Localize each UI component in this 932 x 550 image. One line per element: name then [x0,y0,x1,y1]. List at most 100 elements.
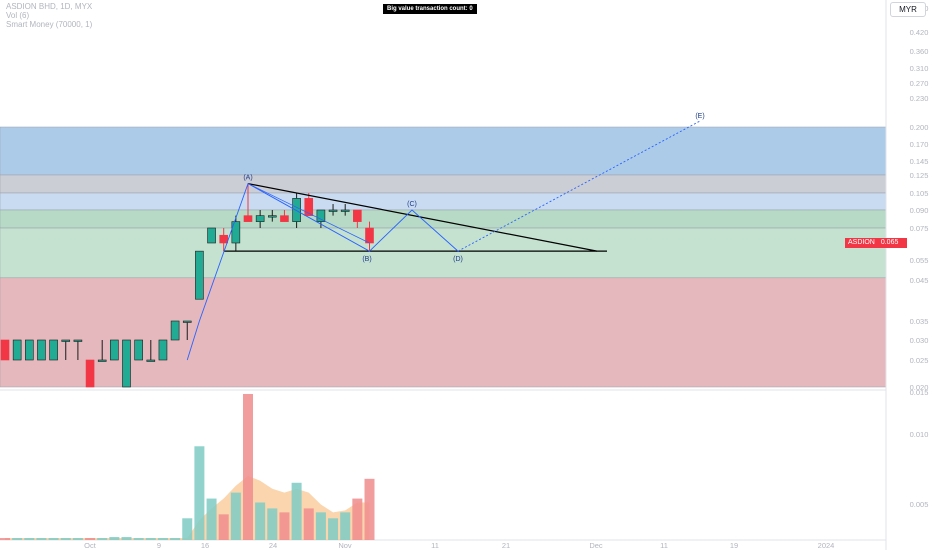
zone-gray [0,174,887,194]
candle [24,339,34,361]
volume-bar [72,538,83,540]
volume-tick-label: 0.015 [910,388,929,397]
volume-bar [352,498,363,540]
candle-body [304,198,314,216]
price-tag-value: 0.065 [880,239,899,246]
wave-path [186,182,459,361]
zone-red [0,277,887,388]
axes: 0.4800.4200.3600.3100.2700.2300.2000.170… [84,4,928,550]
zone-blue [0,126,887,176]
candle-body [0,339,10,361]
candle-body [267,215,277,218]
candle-body [207,227,216,244]
volume-bar [230,492,241,540]
candle-body [24,339,34,361]
zone-green-lower [0,227,887,279]
volume-bar [315,512,326,540]
candle-body [328,209,338,212]
price-tick-label: 0.030 [910,336,929,345]
time-tick-label: 16 [201,541,209,550]
candle-body [243,215,253,222]
volume-bar [85,538,96,540]
candle [243,183,253,222]
price-tick-label: 0.170 [910,140,929,149]
currency-button[interactable]: MYR [890,2,926,17]
time-tick-label: 21 [502,541,510,550]
wave-drawings[interactable]: (A) (B) (C) (D) (E) [186,113,705,361]
candle [280,210,289,222]
price-tick-label: 0.025 [910,356,929,365]
candle [61,339,71,360]
candle-body [316,209,326,222]
zone-lightblue [0,192,887,211]
price-tick-label: 0.270 [910,79,929,88]
candle [170,320,180,341]
price-tick-label: 0.045 [910,276,929,285]
last-price-tag: ASDION 0.065 [845,238,908,248]
candle-body [97,359,107,362]
candle-body [12,339,22,361]
price-tick-label: 0.230 [910,94,929,103]
wave-projection [457,120,701,252]
big-value-badge: Big value transaction count: 0 [383,4,477,14]
volume-bar [36,538,47,540]
volume-pane [0,393,375,540]
candle [73,339,83,360]
candle [182,320,192,340]
candle-body [280,215,289,222]
volume-tick-label: 0.010 [910,430,929,439]
candle [219,228,228,252]
candle [255,210,265,228]
candle [122,339,131,388]
volume-bar [0,538,10,540]
volume-bar [243,393,253,540]
volume-bar [145,538,156,540]
candle-body [122,339,131,388]
candle-body [195,250,204,300]
candle-body [170,320,180,341]
volume-bar [267,508,278,540]
volume-tick-label: 0.005 [910,500,929,509]
fibonacci-zones [0,126,887,388]
candle-body [110,339,119,361]
time-tick-label: 24 [269,541,277,550]
candle [12,339,22,361]
price-tick-label: 0.360 [910,47,929,56]
candle [146,340,156,362]
price-tick-label: 0.075 [910,224,929,233]
volume-bar [194,446,205,540]
volume-bar [48,538,59,540]
volume-bar [218,514,229,540]
indicator-legend: Smart Money (70000, 1) [6,20,93,29]
wave-label: (A) [243,175,252,182]
volume-bar [97,538,108,540]
wave-label: (C) [407,201,417,208]
candle [85,359,95,388]
zone-green-upper [0,209,887,229]
candles [0,183,374,388]
volume-bar [340,512,351,540]
candle-body [85,359,95,388]
time-tick-label: 2024 [818,541,835,550]
volume-bar [364,478,375,540]
volume-legend: Vol (6) [6,11,30,20]
price-tick-label: 0.020 [910,383,929,392]
time-tick-label: Oct [84,541,97,550]
volume-bar [121,537,132,540]
candle [195,250,204,300]
price-tick-label: 0.055 [910,256,929,265]
volume-bar [206,498,217,540]
candle [49,339,58,361]
volume-bar [12,538,23,540]
price-tag-symbol: ASDION [848,239,875,246]
candle [0,339,10,361]
candle-body [340,209,350,212]
price-tick-label: 0.145 [910,157,929,166]
smart-money-area [5,475,370,540]
candle-body [37,339,46,361]
volume-bar [291,482,302,540]
candle-body [61,339,71,342]
price-tick-label: 0.035 [910,317,929,326]
time-tick-label: 11 [431,541,439,550]
